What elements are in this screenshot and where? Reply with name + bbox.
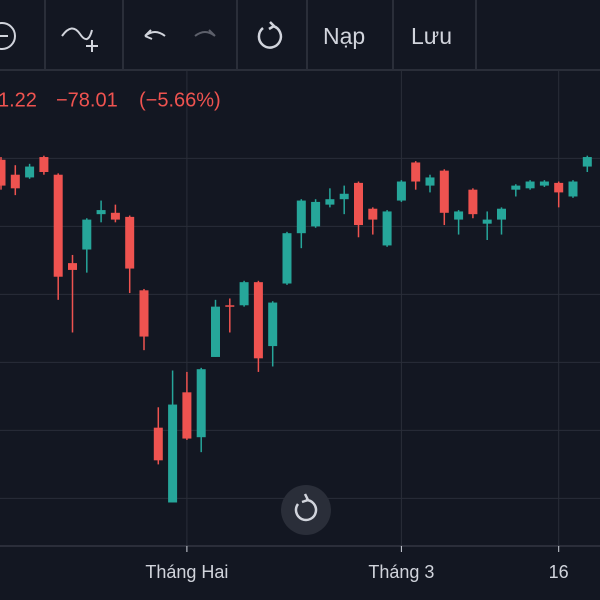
reset-icon[interactable] [257,21,283,49]
x-tick-label: Tháng Hai [145,562,228,582]
candle-body [411,162,421,182]
candle-body [196,369,206,438]
add-icon[interactable] [0,22,16,50]
indicator-plus [86,40,98,52]
candle-body [296,200,306,234]
candle-body [110,212,120,220]
candle-body [25,166,35,178]
candle-body [82,219,92,250]
legend-last: 1.22 [0,89,37,111]
load-button[interactable]: Nạp [323,23,365,49]
candle-body [482,219,492,224]
candle-body [554,182,564,193]
candle-body [582,157,592,167]
candle-body [125,216,135,269]
scroll-reset-button[interactable] [281,485,331,535]
x-tick-label: Tháng 3 [368,562,434,582]
candle-body [325,199,335,205]
candle-body [53,174,63,277]
candle-body [68,263,77,270]
candle-body [39,157,49,172]
candle-body [396,181,406,201]
candle-body [239,282,249,306]
candle-body [525,181,535,189]
candle-body [382,211,392,246]
redo-icon[interactable] [194,29,216,37]
candle-body [497,208,506,220]
candle-body [511,185,521,190]
candle-body [139,290,149,337]
candle-body [153,427,163,461]
candle-body [368,208,378,220]
candle-body [253,282,263,359]
save-button[interactable]: Lưu [411,23,452,49]
candle-body [10,174,20,189]
candle-body [268,302,278,347]
legend-change: −78.01 [56,89,118,111]
candle-body [0,159,6,186]
candle-body [282,233,292,284]
legend-change-pct: (−5.66%) [139,89,221,111]
candle-body [211,306,220,357]
candle-body [539,181,549,186]
candle-body [468,189,478,215]
candle-body [439,170,449,213]
candle-body [182,392,192,439]
candle-body [168,404,178,503]
scroll-reset-icon [294,493,318,522]
undo-icon[interactable] [144,29,166,40]
indicator-icon[interactable] [61,27,93,41]
candle-body [568,181,578,197]
toolbar [0,0,600,71]
candle-body [225,305,235,307]
candle-body [454,211,464,220]
candle-body [96,210,106,215]
candle-body [425,177,435,186]
candle-body [311,201,321,227]
candle-body [354,182,363,226]
scroll-reset-bg [281,485,331,535]
plot [0,70,600,546]
x-tick-label: 16 [549,562,569,582]
candle-body [339,193,349,200]
